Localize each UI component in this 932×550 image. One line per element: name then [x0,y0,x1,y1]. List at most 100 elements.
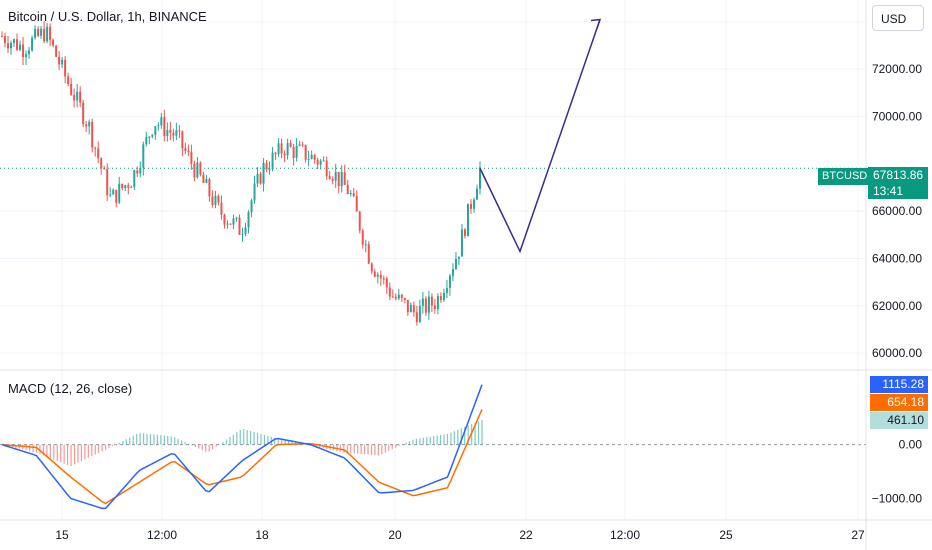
candle-body [256,173,259,184]
candle-body [88,121,91,127]
candle-body [289,143,292,147]
macd-indicator-title[interactable]: MACD (12, 26, close) [8,381,133,396]
candle-body [160,117,163,126]
candle-body [25,54,28,58]
candle-body [181,131,184,149]
candle-body [238,217,241,235]
candle-body [61,59,64,65]
candle-body [346,184,349,194]
candle-body [328,176,331,179]
candle-body [16,39,19,50]
macd-line [1,384,483,510]
candle-body [94,147,97,149]
macd-value-badge: 1115.28 [870,376,928,393]
price-tick-label: 70000.00 [872,110,922,124]
candle-body [7,43,10,49]
candle-body [67,76,70,85]
projection-drawing[interactable] [479,18,602,254]
candle-body [265,162,268,170]
time-tick-label: 25 [719,528,733,542]
candle-body [415,312,418,323]
candle-body [412,305,415,313]
candle-body [76,91,79,101]
candle-body [100,158,103,169]
candle-body [385,278,388,288]
candle-body [112,189,115,195]
candle-body [439,296,442,300]
macd-tick-label: −1000.00 [872,491,923,505]
time-tick-label: 18 [255,528,269,542]
candle-body [394,296,397,299]
candle-body [145,136,148,145]
candle-body [367,244,370,264]
candle-body [109,194,112,196]
currency-button[interactable]: USD [872,5,924,31]
candle-body [376,274,379,277]
candle-body [271,152,274,170]
macd-lines [1,384,483,510]
candle-body [64,59,67,77]
candle-body [214,195,217,205]
candle-body [115,189,118,203]
candle-body [457,256,460,259]
candle-body [304,144,307,160]
candle-body [418,305,421,323]
price-tick-label: 66000.00 [872,204,922,218]
candle-body [301,144,304,146]
candle-body [124,185,127,189]
candle-body [316,159,319,165]
candle-body [184,148,187,151]
candle-body [253,183,256,201]
candle-body [479,167,481,189]
symbol-badge: BTCUSD [818,168,872,185]
candle-body [148,136,151,138]
candle-body [190,152,193,164]
signal-value-badge: 654.18 [870,394,928,411]
last-price-value: 67813.86 [873,168,924,182]
candle-body [223,214,226,225]
candle-body [250,200,253,213]
projection-arrowhead [590,18,602,29]
candle-body [295,145,298,158]
candle-body [208,178,211,197]
candle-body [73,94,76,101]
time-tick-label: 15 [55,528,69,542]
candle-body [157,125,160,127]
candle-body [310,154,313,159]
candle-body [151,134,154,137]
candle-body [232,218,235,225]
candle-body [229,223,232,225]
price-tick-label: 60000.00 [872,346,922,360]
candle-body [349,193,352,195]
candle-body [277,143,280,155]
candle-body [442,292,445,300]
candle-body [13,39,16,43]
candle-body [424,298,427,313]
candle-body [187,150,190,153]
candle-body [91,121,94,148]
candle-body [196,162,199,178]
candle-body [427,296,430,313]
candle-body [403,298,406,300]
last-price-badge: 67813.86 13:41 [868,167,928,199]
candle-body [409,305,412,313]
time-tick-label: 20 [388,528,402,542]
candle-body [286,143,289,156]
candle-body [142,144,145,168]
candle-body [283,153,286,156]
time-tick-label: 22 [519,528,533,542]
price-tick-label: 62000.00 [872,299,922,313]
candle-body [82,102,85,125]
candle-body [262,162,265,184]
candle-body [475,188,478,200]
candle-body [244,227,247,234]
candle-body [400,294,403,299]
candle-body [178,130,181,132]
candle-body [205,178,208,183]
candle-body [448,275,451,288]
candle-body [52,39,55,46]
candle-body [361,230,364,245]
candle-body [445,287,448,293]
